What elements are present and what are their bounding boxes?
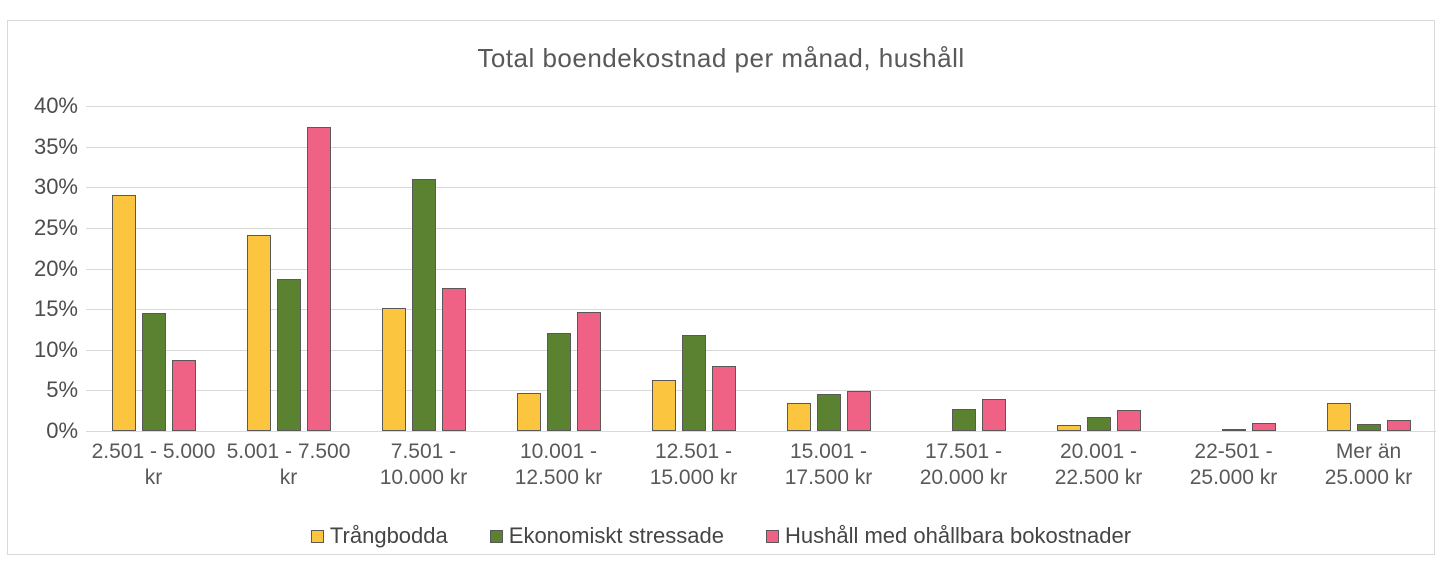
x-category-label: 17.501 - 20.000 kr <box>919 440 1008 489</box>
y-tick-label: 5% <box>46 377 78 403</box>
category-band <box>1166 106 1301 431</box>
bar-ekonomiskt-stressade <box>681 335 706 431</box>
x-category-label: 22-501 - 25.000 kr <box>1189 440 1278 489</box>
gridline <box>86 187 1436 189</box>
bar-hush-ll-med-oh-llbara-bokostnader <box>1386 419 1411 431</box>
plot-area <box>86 106 1436 432</box>
legend-swatch-icon <box>310 529 324 543</box>
legend-label: Hushåll med ohållbara bokostnader <box>784 523 1132 548</box>
bar-tr-ngbodda <box>1326 402 1351 431</box>
bar-tr-ngbodda <box>651 379 676 431</box>
bar-ekonomiskt-stressade <box>816 393 841 431</box>
x-category-label: 20.001 - 22.500 kr <box>1054 440 1143 489</box>
gridline <box>86 349 1436 351</box>
y-tick-label: 10% <box>33 336 78 362</box>
legend-item: Trångbodda <box>310 523 448 549</box>
category-band <box>86 106 221 431</box>
bar-tr-ngbodda <box>786 402 811 431</box>
bar-hush-ll-med-oh-llbara-bokostnader <box>306 127 331 431</box>
category-band <box>221 106 356 431</box>
bar-ekonomiskt-stressade <box>411 179 436 431</box>
bar-tr-ngbodda <box>1056 424 1081 431</box>
category-band <box>491 106 626 431</box>
bar-ekonomiskt-stressade <box>951 409 976 431</box>
gridline <box>86 309 1436 311</box>
legend-label: Ekonomiskt stressade <box>508 523 724 548</box>
bar-hush-ll-med-oh-llbara-bokostnader <box>171 360 196 431</box>
y-tick-label: 40% <box>33 93 78 118</box>
category-band <box>626 106 761 431</box>
bar-tr-ngbodda <box>246 235 271 431</box>
y-tick-label: 0% <box>46 418 78 443</box>
y-tick-label: 20% <box>33 255 78 281</box>
category-band <box>896 106 1031 431</box>
bar-ekonomiskt-stressade <box>546 332 571 431</box>
category-band <box>761 106 896 431</box>
bar-hush-ll-med-oh-llbara-bokostnader <box>1251 422 1276 431</box>
bar-hush-ll-med-oh-llbara-bokostnader <box>441 288 466 431</box>
bar-ekonomiskt-stressade <box>141 313 166 431</box>
gridline <box>86 227 1436 229</box>
x-category-label: Mer än 25.000 kr <box>1324 440 1413 489</box>
gridline <box>86 146 1436 148</box>
gridline <box>86 268 1436 270</box>
y-tick-label: 25% <box>33 214 78 240</box>
chart-frame: Total boendekostnad per månad, hushåll 0… <box>7 20 1436 555</box>
bar-hush-ll-med-oh-llbara-bokostnader <box>846 391 871 431</box>
bar-tr-ngbodda <box>111 195 136 431</box>
legend-item: Hushåll med ohållbara bokostnader <box>765 523 1132 549</box>
bar-ekonomiskt-stressade <box>1086 417 1111 431</box>
bar-ekonomiskt-stressade <box>276 279 301 431</box>
legend-swatch-icon <box>765 529 779 543</box>
legend-item: Ekonomiskt stressade <box>489 523 724 549</box>
x-category-label: 7.501 - 10.000 kr <box>379 440 468 489</box>
x-category-label: 5.001 - 7.500 kr <box>226 440 351 489</box>
x-category-label: 2.501 - 5.000 kr <box>91 440 216 489</box>
bar-tr-ngbodda <box>381 307 406 431</box>
x-category-label: 12.501 - 15.000 kr <box>649 440 738 489</box>
category-band <box>1301 106 1436 431</box>
bar-hush-ll-med-oh-llbara-bokostnader <box>711 366 736 431</box>
y-tick-label: 15% <box>33 296 78 322</box>
bar-ekonomiskt-stressade <box>1356 423 1381 431</box>
x-category-label: 15.001 - 17.500 kr <box>784 440 873 489</box>
gridline <box>86 390 1436 392</box>
chart-title: Total boendekostnad per månad, hushåll <box>477 43 965 73</box>
gridline <box>86 431 1436 432</box>
category-band <box>1031 106 1166 431</box>
legend-swatch-icon <box>489 529 503 543</box>
y-tick-label: 35% <box>33 133 78 159</box>
legend: Trångbodda Ekonomiskt stressade Hushåll me… <box>8 523 1434 549</box>
bar-hush-ll-med-oh-llbara-bokostnader <box>1116 409 1141 431</box>
x-category-label: 10.001 - 12.500 kr <box>514 440 603 489</box>
legend-label: Trångbodda <box>329 523 448 548</box>
y-tick-label: 30% <box>33 174 78 200</box>
bar-hush-ll-med-oh-llbara-bokostnader <box>576 312 601 431</box>
category-band <box>356 106 491 431</box>
gridline <box>86 106 1436 107</box>
bar-ekonomiskt-stressade <box>1221 428 1246 431</box>
bar-tr-ngbodda <box>516 392 541 431</box>
bar-hush-ll-med-oh-llbara-bokostnader <box>981 398 1006 431</box>
